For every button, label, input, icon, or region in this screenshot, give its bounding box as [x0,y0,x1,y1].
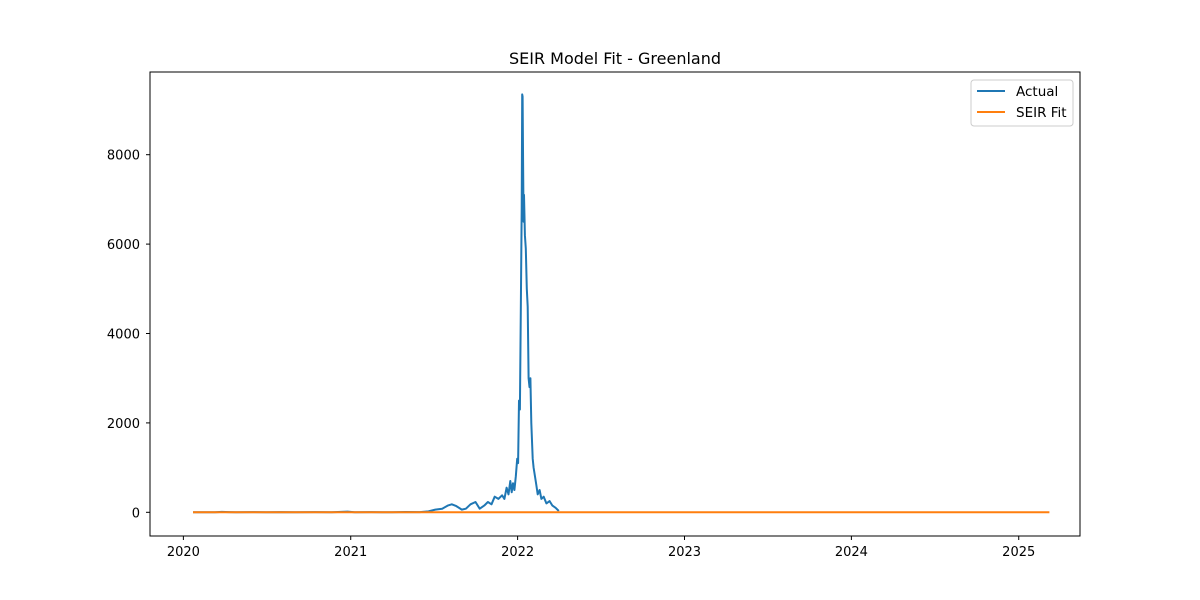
y-axis: 0 2000 4000 6000 8000 [107,149,150,521]
legend: Actual SEIR Fit [970,79,1074,127]
y-tick-label: 4000 [107,328,140,343]
x-tick-label: 2025 [1002,545,1035,560]
plot-area [149,71,1081,537]
series-line-actual [193,93,560,514]
x-tick-label: 2021 [334,545,367,560]
plot-frame [149,71,1081,537]
x-tick-label: 2024 [835,545,868,560]
chart-title: SEIR Model Fit - Greenland [509,49,721,68]
y-tick-label: 2000 [107,417,140,432]
legend-label-seir-fit: SEIR Fit [1016,105,1067,121]
y-tick-label: 8000 [107,149,140,164]
x-tick-label: 2022 [501,545,534,560]
y-tick-label: 6000 [107,238,140,253]
x-axis: 2020 2021 2022 2023 2024 2025 [167,536,1035,560]
x-tick-label: 2023 [668,545,701,560]
x-tick-label: 2020 [167,545,200,560]
legend-label-actual: Actual [1016,84,1058,100]
series-layer [193,93,1050,514]
y-tick-label: 0 [132,506,140,521]
